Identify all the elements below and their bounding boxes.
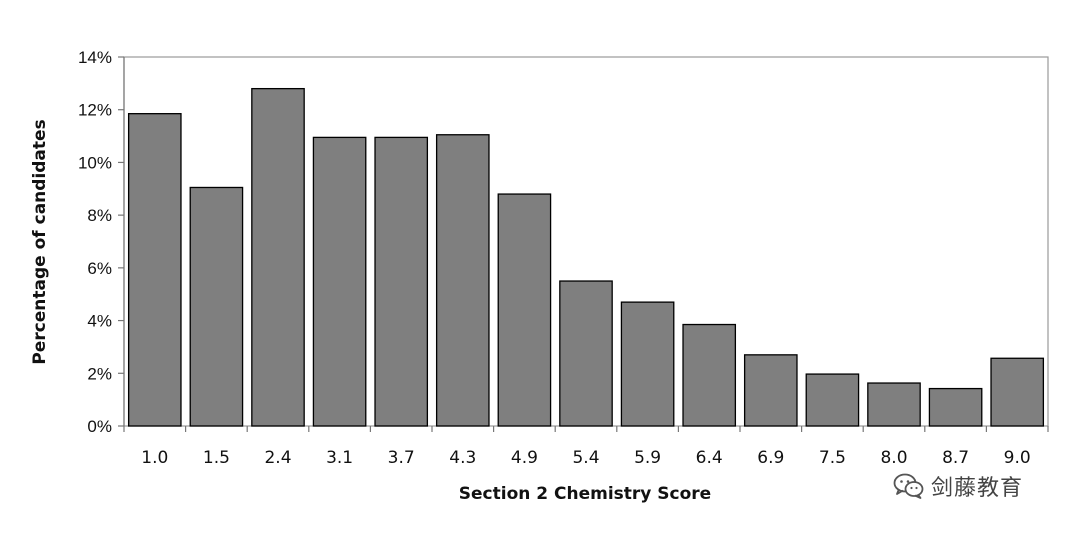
x-axis-title: Section 2 Chemistry Score	[459, 484, 711, 504]
plot-area: 0% 2% 4% 6% 8% 10% 12% 14% 1.0 1.5 2.4 3.1 3.7 4.3 4.…	[78, 48, 1049, 468]
x-tick-label: 6.4	[696, 448, 723, 468]
bar-4-9	[497, 193, 552, 427]
y-tick-label: 0%	[87, 417, 112, 436]
x-tick-label: 2.4	[264, 448, 291, 468]
x-tick-label: 3.1	[326, 448, 353, 468]
watermark: 剑藤教育	[893, 466, 1023, 506]
bar-1-0	[127, 113, 182, 427]
bar-9-0	[990, 357, 1045, 427]
y-tick-label: 4%	[87, 312, 112, 331]
x-tick-label: 4.9	[511, 448, 538, 468]
bar-2-4	[251, 87, 305, 427]
bar-4-3	[435, 134, 490, 427]
bars	[127, 87, 1045, 427]
bar-6-9	[743, 354, 798, 427]
y-axis: 0% 2% 4% 6% 8% 10% 12% 14%	[78, 48, 125, 436]
x-tick-label: 5.9	[634, 448, 661, 468]
bar-8-0	[867, 382, 921, 427]
y-tick-label: 2%	[87, 364, 112, 383]
x-tick-label: 6.9	[757, 448, 784, 468]
bar-8-7	[928, 387, 983, 427]
x-tick-label: 1.5	[203, 448, 230, 468]
y-tick-label: 6%	[87, 259, 112, 278]
bar-7-5	[805, 373, 860, 427]
bar-1-5	[189, 186, 244, 427]
y-tick-label: 12%	[78, 101, 112, 120]
x-tick-label: 8.0	[880, 448, 907, 468]
y-tick-label: 8%	[87, 206, 112, 225]
bar-3-1	[312, 136, 367, 427]
x-tick-label: 3.7	[388, 448, 415, 468]
bar-3-7	[374, 136, 429, 427]
y-tick-label: 10%	[78, 153, 112, 172]
x-tick-label: 9.0	[1004, 448, 1031, 468]
bar-5-9	[620, 301, 675, 427]
x-tick-label: 8.7	[942, 448, 969, 468]
bar-5-4	[559, 280, 613, 427]
y-axis-title: Percentage of candidates	[30, 119, 50, 364]
wechat-icon	[893, 473, 924, 499]
x-tick-label: 1.0	[141, 448, 168, 468]
x-tick-label: 4.3	[449, 448, 476, 468]
y-tick-label: 14%	[78, 48, 112, 67]
x-axis: 1.0 1.5 2.4 3.1 3.7 4.3 4.9 5.4 5.9 6.4 6.9 7.5 8.0 8…	[123, 426, 1049, 468]
x-tick-label: 5.4	[572, 448, 599, 468]
x-tick-label: 7.5	[819, 448, 846, 468]
bar-6-4	[682, 323, 737, 427]
watermark-text: 剑藤教育	[931, 476, 1024, 501]
